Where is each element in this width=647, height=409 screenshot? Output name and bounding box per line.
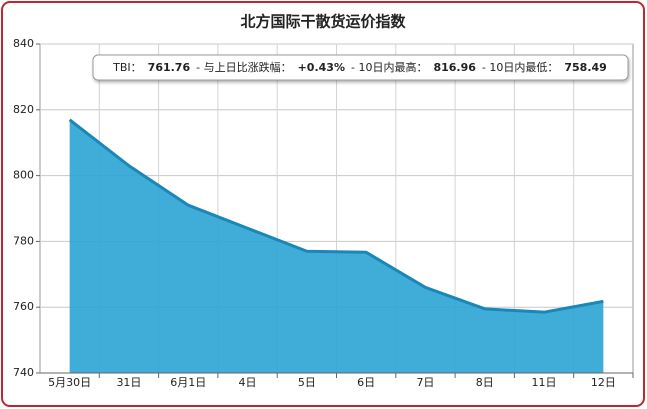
annotation-value: 758.49	[564, 61, 606, 74]
y-tick-label: 740	[13, 366, 34, 379]
x-tick-label: 31日	[116, 376, 141, 389]
annotation-label: - 10日内最高：	[351, 60, 427, 74]
annotation-label: - 与上日比涨跌幅：	[196, 60, 291, 74]
annotation-value: 816.96	[433, 61, 476, 74]
chart-title: 北方国际干散货运价指数	[240, 13, 406, 31]
x-tick-label: 12日	[591, 376, 616, 389]
x-tick-label: 6日	[357, 376, 375, 389]
y-tick-label: 760	[13, 300, 34, 313]
x-tick-label: 11日	[532, 376, 557, 389]
y-tick-label: 780	[13, 234, 34, 247]
x-tick-label: 5日	[298, 376, 316, 389]
x-tick-label: 4日	[239, 376, 257, 389]
annotation-value: 761.76	[148, 61, 191, 74]
y-tick-label: 820	[13, 103, 34, 116]
x-tick-label: 8日	[476, 376, 494, 389]
annotation-box	[92, 54, 629, 81]
annotation-label: - 10日内最低：	[482, 60, 558, 74]
line	[68, 118, 604, 314]
annotation: TBI： 761.76 - 与上日比涨跌幅： +0.43% - 10日内最高： 816.9…	[112, 60, 607, 74]
x-tick-label: 5月30日	[48, 376, 91, 389]
x-tick-label: 7日	[416, 376, 434, 389]
y-tick-label: 800	[13, 169, 34, 182]
y-tick-label: 840	[13, 37, 34, 50]
x-tick-label: 6月1日	[170, 376, 206, 389]
area	[69, 119, 604, 373]
annotation-value: +0.43%	[298, 61, 345, 74]
annotation-label: TBI：	[112, 61, 142, 74]
